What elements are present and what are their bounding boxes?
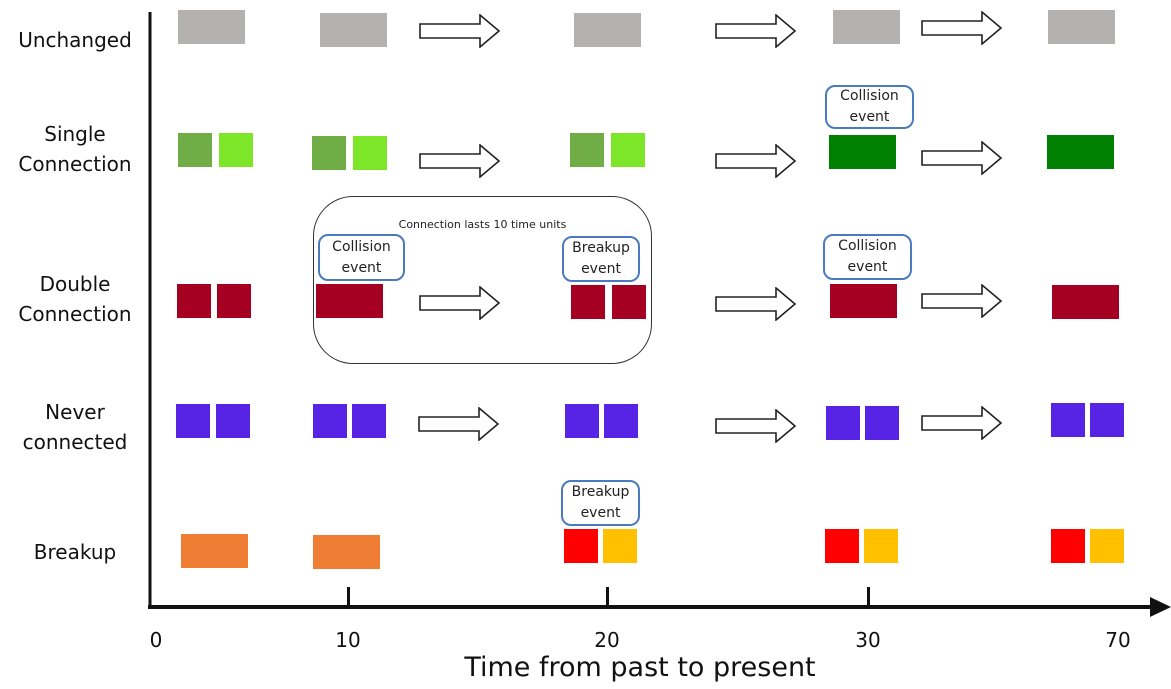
x-axis-arrowhead (1150, 597, 1171, 617)
block-single-t20-a (570, 133, 604, 167)
block-unchanged-t30 (833, 10, 900, 44)
block-never-t20-a (565, 404, 599, 438)
block-breakup-t70-red (1051, 529, 1085, 563)
block-unchanged-t10 (320, 13, 387, 47)
x-tick-label-20: 20 (594, 628, 620, 652)
connection-duration-box (313, 196, 652, 364)
row-label-unchanged: Unchanged (18, 28, 132, 52)
block-unchanged-t20 (574, 13, 641, 47)
block-double-t10-merged (316, 284, 383, 318)
block-double-t70-merged (1052, 285, 1119, 319)
block-never-t0-a (176, 404, 210, 438)
x-tick-20 (606, 587, 609, 609)
arrow-single-2 (715, 144, 797, 178)
block-double-t20-a (571, 285, 605, 319)
block-never-t30-b (865, 406, 899, 440)
row-label-single-connection: Single Connection (18, 122, 132, 176)
block-breakup-t20-red (564, 529, 598, 563)
block-breakup-t10-merged (313, 535, 380, 569)
block-breakup-t0-merged (181, 534, 248, 568)
arrow-unchanged-3 (921, 11, 1003, 45)
x-tick-label-30: 30 (855, 628, 881, 652)
block-single-t20-b (611, 133, 645, 167)
row-label-breakup: Breakup (33, 540, 117, 564)
block-breakup-t30-yellow (864, 529, 898, 563)
block-single-t70-merged (1047, 135, 1114, 169)
arrow-double-2 (715, 287, 797, 321)
x-tick-label-70: 70 (1105, 628, 1131, 652)
row-label-double-connection: Double Connection (18, 272, 132, 326)
block-breakup-t20-yellow (603, 529, 637, 563)
row-label-never-connected: Never connected (22, 400, 128, 454)
block-unchanged-t0 (178, 10, 245, 44)
arrow-never-3 (921, 406, 1003, 440)
arrow-unchanged-1 (419, 14, 501, 48)
block-unchanged-t70 (1048, 10, 1115, 44)
arrow-unchanged-2 (715, 14, 797, 48)
block-double-t0-b (217, 284, 251, 318)
block-never-t10-b (352, 404, 386, 438)
block-double-t0-a (177, 284, 211, 318)
callout-breakup-breakup-t20: Breakup event (561, 480, 640, 526)
block-never-t0-b (216, 404, 250, 438)
x-axis-title: Time from past to present (464, 652, 816, 683)
block-never-t70-b (1090, 403, 1124, 437)
callout-breakup-double-t20: Breakup event (562, 236, 640, 282)
arrow-double-3 (921, 284, 1003, 318)
callout-collision-single-t30: Collision event (825, 85, 914, 129)
block-never-t30-a (826, 406, 860, 440)
block-single-t10-a (312, 136, 346, 170)
arrow-never-1 (418, 407, 500, 441)
callout-collision-double-t30: Collision event (823, 234, 912, 280)
block-single-t10-b (353, 136, 387, 170)
arrow-single-1 (419, 144, 501, 178)
block-never-t20-b (604, 404, 638, 438)
block-single-t0-b (219, 133, 253, 167)
arrow-double-1 (419, 286, 501, 320)
x-tick-label-0: 0 (149, 628, 163, 652)
arrow-single-3 (921, 141, 1003, 175)
block-single-t0-a (178, 133, 212, 167)
connection-duration-note: Connection lasts 10 time units (398, 218, 567, 231)
block-double-t20-b (612, 285, 646, 319)
callout-collision-double-t10: Collision event (318, 234, 405, 281)
arrow-never-2 (715, 409, 797, 443)
block-never-t70-a (1051, 403, 1085, 437)
x-tick-10 (347, 587, 350, 609)
block-breakup-t30-red (825, 529, 859, 563)
block-never-t10-a (313, 404, 347, 438)
block-single-t30-merged (829, 135, 896, 169)
x-tick-label-10: 10 (335, 628, 361, 652)
block-double-t30-merged (830, 284, 897, 318)
block-breakup-t70-yellow (1090, 529, 1124, 563)
x-tick-30 (867, 587, 870, 609)
